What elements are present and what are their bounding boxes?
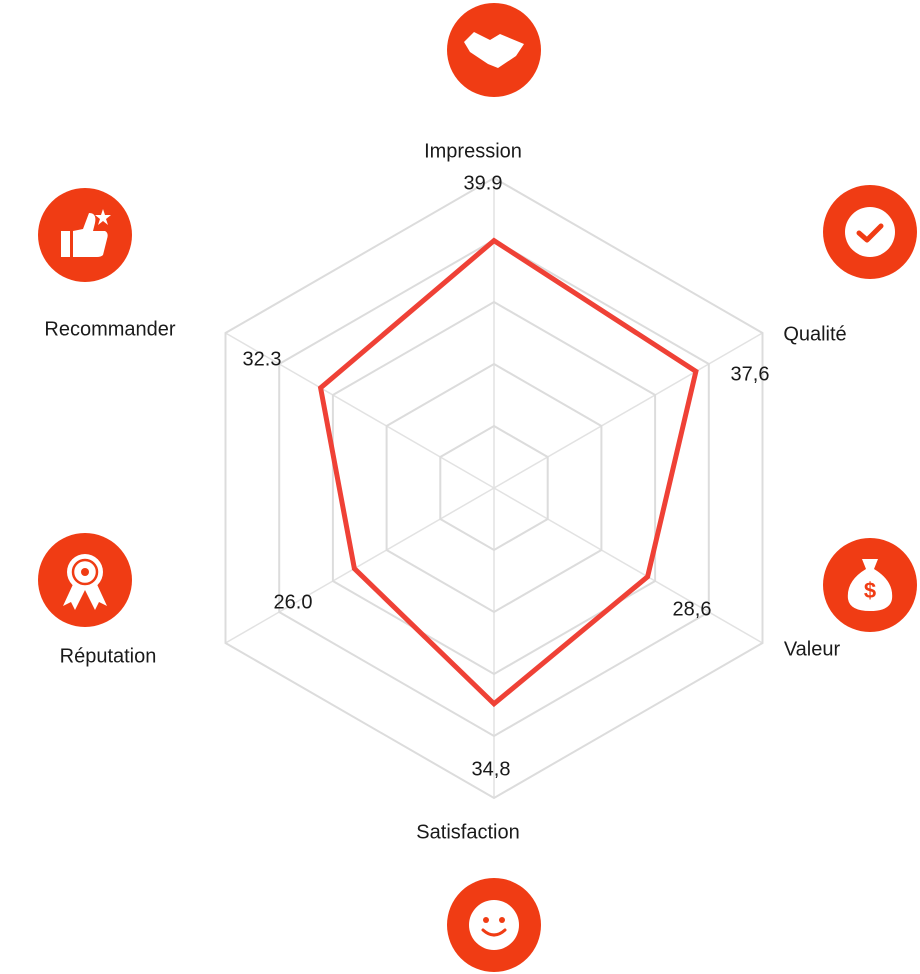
grid-ring	[278, 238, 710, 738]
grid-ring	[331, 300, 657, 676]
icon-impression	[447, 3, 541, 97]
icon-valeur: $	[823, 538, 917, 632]
category-label: Impression	[424, 140, 522, 162]
grid-ring	[439, 424, 549, 552]
spoke	[493, 487, 763, 644]
data-line	[317, 237, 699, 708]
spoke	[225, 332, 495, 489]
category-label: Valeur	[784, 638, 841, 660]
grid-ring	[224, 176, 764, 800]
category-label: Satisfaction	[416, 821, 519, 843]
spoke	[225, 487, 495, 644]
value-label: 39.9	[464, 172, 503, 194]
icon-recommander	[38, 188, 132, 282]
value-label: 32.3	[243, 348, 282, 370]
spoke	[493, 332, 763, 489]
grid-ring	[385, 362, 603, 614]
icon-glyph: $	[864, 578, 876, 603]
value-label: 28,6	[673, 598, 712, 620]
category-label: Réputation	[60, 645, 157, 667]
value-label: 37,6	[731, 363, 770, 385]
value-label: 34,8	[472, 758, 511, 780]
icon-satisfaction	[447, 878, 541, 972]
value-label: 26.0	[274, 591, 313, 613]
icon-qualite	[823, 185, 917, 279]
category-label: Qualité	[783, 323, 846, 345]
category-label: Recommander	[44, 318, 176, 340]
icon-reputation	[38, 533, 132, 627]
